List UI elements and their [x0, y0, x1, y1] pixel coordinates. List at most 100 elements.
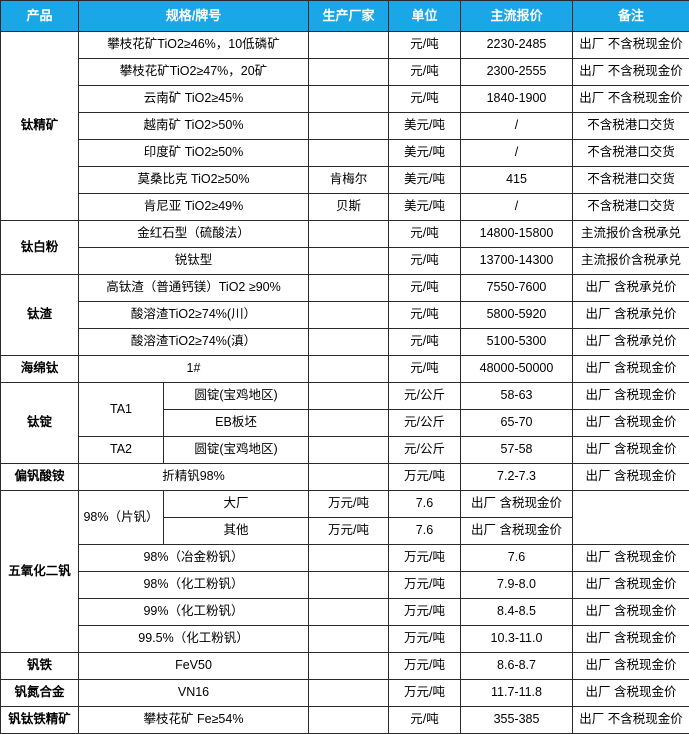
- cell-remark: 出厂 不含税现金价: [572, 58, 689, 86]
- cell-remark: 出厂 含税现金价: [572, 409, 689, 437]
- table-row: 锐钛型 元/吨 13700-14300 主流报价含税承兑: [1, 247, 689, 275]
- cell-maker: [308, 301, 389, 329]
- cell-spec: FeV50: [78, 652, 309, 680]
- cell-maker: [308, 247, 389, 275]
- cell-remark: 出厂 含税承兑价: [572, 274, 689, 302]
- cell-price: 65-70: [460, 409, 573, 437]
- cell-maker: [308, 220, 389, 248]
- cell-remark: 不含税港口交货: [572, 139, 689, 167]
- cell-remark: 出厂 含税现金价: [572, 463, 689, 491]
- table-row: 莫桑比克 TiO2≥50% 肯梅尔 美元/吨 415 不含税港口交货: [1, 166, 689, 194]
- cell-price: 5800-5920: [460, 301, 573, 329]
- cell-spec: 印度矿 TiO2≥50%: [78, 139, 309, 167]
- cell-product: 钛锭: [0, 382, 79, 464]
- cell-price: 7550-7600: [460, 274, 573, 302]
- cell-remark: 出厂 含税现金价: [460, 490, 573, 518]
- table-row: 98%（化工粉钒） 万元/吨 7.9-8.0 出厂 含税现金价: [1, 571, 689, 599]
- cell-remark: 出厂 含税承兑价: [572, 301, 689, 329]
- cell-price: 14800-15800: [460, 220, 573, 248]
- cell-unit: 美元/吨: [388, 166, 461, 194]
- cell-remark: 出厂 不含税现金价: [572, 706, 689, 734]
- cell-maker: [308, 382, 389, 410]
- table-row: TA2 圆锭(宝鸡地区) 元/公斤 57-58 出厂 含税现金价: [1, 436, 689, 464]
- cell-spec: 攀枝花矿TiO2≥47%，20矿: [78, 58, 309, 86]
- cell-unit: 万元/吨: [388, 679, 461, 707]
- table-row: 五氧化二钒 98%（片钒） 大厂 万元/吨 7.6 出厂 含税现金价: [0, 490, 689, 653]
- cell-unit: 元/吨: [388, 85, 461, 113]
- cell-spec: 高钛渣（普通钙镁）TiO2 ≥90%: [78, 274, 309, 302]
- table-row: 99%（化工粉钒） 万元/吨 8.4-8.5 出厂 含税现金价: [1, 598, 689, 626]
- cell-maker: [308, 598, 389, 626]
- cell-product: 偏钒酸铵: [0, 463, 79, 491]
- cell-maker: [308, 274, 389, 302]
- cell-unit: 元/公斤: [388, 436, 461, 464]
- cell-unit: 美元/吨: [388, 112, 461, 140]
- table-row: 越南矿 TiO2>50% 美元/吨 / 不含税港口交货: [1, 112, 689, 140]
- cell-maker: 贝斯: [308, 193, 389, 221]
- cell-maker: [308, 85, 389, 113]
- cell-unit: 元/公斤: [388, 409, 461, 437]
- cell-spec-form: 圆锭(宝鸡地区): [163, 382, 309, 410]
- cell-unit: 万元/吨: [388, 463, 461, 491]
- cell-unit: 元/吨: [388, 274, 461, 302]
- cell-remark: 出厂 含税现金价: [572, 625, 689, 653]
- cell-remark: 主流报价含税承兑: [572, 220, 689, 248]
- cell-maker: [308, 625, 389, 653]
- header-cell-product: 产品: [0, 0, 79, 32]
- table-row: 钛精矿 攀枝花矿TiO2≥46%，10低磷矿 元/吨 2230-2485 出厂 不含税现…: [0, 31, 689, 221]
- cell-unit: 元/公斤: [388, 382, 461, 410]
- cell-spec: 98%（片钒）: [78, 490, 164, 545]
- cell-price: 2300-2555: [460, 58, 573, 86]
- cell-product: 五氧化二钒: [0, 490, 79, 653]
- cell-maker: [308, 679, 389, 707]
- cell-product: 钛渣: [0, 274, 79, 356]
- table-row: 钛锭 TA1 圆锭(宝鸡地区) 元/公斤 58-63 出厂 含税现金价: [0, 382, 689, 464]
- cell-product: 钛精矿: [0, 31, 79, 221]
- cell-remark: 出厂 含税现金价: [572, 382, 689, 410]
- cell-spec: 98%（化工粉钒）: [78, 571, 309, 599]
- cell-unit: 万元/吨: [388, 652, 461, 680]
- cell-maker: [308, 31, 389, 59]
- cell-maker: [308, 652, 389, 680]
- cell-unit: 元/吨: [388, 328, 461, 356]
- cell-maker: 其他: [163, 517, 309, 545]
- cell-product: 钒氮合金: [0, 679, 79, 707]
- cell-remark: 出厂 含税现金价: [572, 571, 689, 599]
- table-row: 酸溶渣TiO2≥74%(滇） 元/吨 5100-5300 出厂 含税承兑价: [1, 328, 689, 356]
- cell-remark: 不含税港口交货: [572, 193, 689, 221]
- cell-spec: 1#: [78, 355, 309, 383]
- table-row: 云南矿 TiO2≥45% 元/吨 1840-1900 出厂 不含税现金价: [1, 85, 689, 113]
- table-row: 其他 万元/吨 7.6 出厂 含税现金价: [1, 517, 689, 545]
- header-cell-unit: 单位: [388, 0, 461, 32]
- cell-spec-grade: TA1: [78, 382, 164, 437]
- cell-spec: 99.5%（化工粉钒）: [78, 625, 309, 653]
- cell-spec: VN16: [78, 679, 309, 707]
- cell-remark: 出厂 不含税现金价: [572, 31, 689, 59]
- table-row: 钒铁 FeV50 万元/吨 8.6-8.7 出厂 含税现金价: [0, 652, 689, 680]
- cell-spec: 金红石型（硫酸法）: [78, 220, 309, 248]
- cell-price: 58-63: [460, 382, 573, 410]
- cell-unit: 美元/吨: [388, 193, 461, 221]
- cell-maker: [308, 409, 389, 437]
- table-row: 酸溶渣TiO2≥74%(川） 元/吨 5800-5920 出厂 含税承兑价: [1, 301, 689, 329]
- cell-product: 钒铁: [0, 652, 79, 680]
- table-row: 钛渣 高钛渣（普通钙镁）TiO2 ≥90% 元/吨 7550-7600 出厂 含税承兑价: [0, 274, 689, 356]
- header-cell-remark: 备注: [572, 0, 689, 32]
- table-row: 偏钒酸铵 折精钒98% 万元/吨 7.2-7.3 出厂 含税现金价: [0, 463, 689, 491]
- cell-spec: 酸溶渣TiO2≥74%(川）: [78, 301, 309, 329]
- cell-maker: [308, 112, 389, 140]
- cell-spec-grade: TA2: [78, 436, 164, 464]
- cell-maker: [308, 436, 389, 464]
- table-row: 98%（冶金粉钒） 万元/吨 7.6 出厂 含税现金价: [1, 544, 689, 572]
- cell-maker: 肯梅尔: [308, 166, 389, 194]
- cell-spec: 莫桑比克 TiO2≥50%: [78, 166, 309, 194]
- cell-unit: 元/吨: [388, 31, 461, 59]
- table-row: 钒钛铁精矿 攀枝花矿 Fe≥54% 元/吨 355-385 出厂 不含税现金价: [0, 706, 689, 734]
- table-row: 钒氮合金 VN16 万元/吨 11.7-11.8 出厂 含税现金价: [0, 679, 689, 707]
- cell-price: 1840-1900: [460, 85, 573, 113]
- table-row: 肯尼亚 TiO2≥49% 贝斯 美元/吨 / 不含税港口交货: [1, 193, 689, 221]
- cell-maker: [308, 544, 389, 572]
- cell-spec: 酸溶渣TiO2≥74%(滇）: [78, 328, 309, 356]
- cell-price: 2230-2485: [460, 31, 573, 59]
- cell-price: 7.9-8.0: [460, 571, 573, 599]
